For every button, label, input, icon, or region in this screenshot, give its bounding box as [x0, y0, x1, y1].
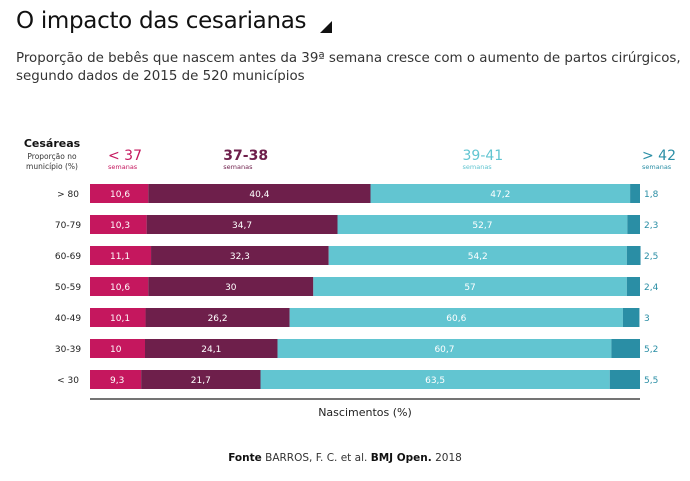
source-journal: BMJ Open. — [370, 452, 432, 464]
bar-value-label: 2,4 — [644, 283, 659, 293]
source-note: Fonte BARROS, F. C. et al. BMJ Open. 201… — [0, 452, 690, 464]
row-category-label: 70-79 — [55, 221, 81, 231]
legend-label: > 42 — [642, 148, 676, 164]
bar-value-label: 5,2 — [644, 345, 658, 355]
bar-segment — [148, 184, 371, 203]
subtitle-line: Proporção de bebês que nascem antes da 3… — [16, 51, 681, 66]
bar-segment — [141, 370, 261, 389]
row-category-label: < 30 — [57, 376, 79, 386]
bar-segment — [90, 277, 149, 296]
bar-segment — [611, 339, 640, 358]
bar-value-label: 57 — [464, 283, 475, 293]
bar-segment — [146, 215, 338, 234]
bar-segment — [277, 339, 612, 358]
row-header-sub: Proporção no — [27, 152, 77, 161]
bar-value-label: 30 — [225, 283, 237, 293]
bar-segment — [90, 308, 146, 327]
legend-unit: semanas — [463, 163, 493, 171]
bar-value-label: 10,3 — [110, 221, 130, 231]
row-category-label: 40-49 — [55, 314, 81, 324]
bar-value-label: 2,3 — [644, 221, 658, 231]
bar-segment — [90, 370, 142, 389]
legend-unit: semanas — [223, 163, 253, 171]
bar-segment — [630, 184, 640, 203]
bar-segment — [622, 308, 640, 327]
bar-value-label: 52,7 — [472, 221, 492, 231]
legend-label: 37-38 — [223, 148, 268, 164]
bar-value-label: 10,6 — [110, 283, 130, 293]
bar-value-label: 10 — [110, 345, 122, 355]
legend-unit: semanas — [642, 163, 672, 171]
subtitle-line: segundo dados de 2015 de 520 municípios — [16, 69, 305, 84]
bar-value-label: 9,3 — [110, 376, 124, 386]
source-authors: BARROS, F. C. et al. — [265, 452, 368, 464]
bar-value-label: 10,1 — [110, 314, 130, 324]
x-axis-label: Nascimentos (%) — [318, 406, 412, 419]
bar-segment — [609, 370, 640, 389]
bar-segment — [148, 277, 314, 296]
bar-segment — [626, 246, 641, 265]
bar-value-label: 60,7 — [434, 345, 454, 355]
bar-segment — [260, 370, 610, 389]
bar-segment — [370, 184, 631, 203]
bar-segment — [145, 308, 290, 327]
legend-label: 39-41 — [463, 148, 504, 164]
bar-value-label: 63,5 — [425, 376, 445, 386]
bar-value-label: 47,2 — [490, 190, 510, 200]
row-category-label: 30-39 — [55, 345, 81, 355]
row-header-sub: município (%) — [26, 162, 78, 171]
bar-value-label: 32,3 — [230, 252, 250, 262]
bar-value-label: 5,5 — [644, 376, 658, 386]
row-category-label: 50-59 — [55, 283, 81, 293]
bar-segment — [313, 277, 627, 296]
bar-value-label: 21,7 — [191, 376, 211, 386]
bar-value-label: 24,1 — [201, 345, 221, 355]
chart-subtitle: Proporção de bebês que nascem antes da 3… — [16, 50, 681, 86]
bar-segment — [289, 308, 623, 327]
bar-segment — [90, 215, 147, 234]
bar-segment — [627, 215, 640, 234]
source-year: 2018 — [435, 452, 462, 464]
row-header-title: Cesáreas — [24, 137, 81, 150]
bar-value-label: 2,5 — [644, 252, 658, 262]
row-category-label: > 80 — [57, 190, 79, 200]
chart-title: O impacto das cesarianas — [16, 8, 307, 34]
bar-segment — [90, 339, 145, 358]
bar-segment — [90, 246, 152, 265]
bar-segment — [90, 184, 149, 203]
bar-value-label: 26,2 — [208, 314, 228, 324]
bar-value-label: 1,8 — [644, 190, 659, 200]
bar-value-label: 60,6 — [446, 314, 466, 324]
bar-segment — [328, 246, 627, 265]
bar-value-label: 54,2 — [468, 252, 488, 262]
legend-unit: semanas — [108, 163, 138, 171]
bar-value-label: 3 — [644, 314, 650, 324]
bar-segment — [145, 339, 278, 358]
row-category-label: 60-69 — [55, 252, 81, 262]
legend-label: < 37 — [108, 148, 142, 164]
bar-value-label: 40,4 — [249, 190, 269, 200]
bar-value-label: 34,7 — [232, 221, 252, 231]
bar-segment — [626, 277, 640, 296]
bar-value-label: 10,6 — [110, 190, 130, 200]
bar-value-label: 11,1 — [110, 252, 130, 262]
title-corner-arrow-icon — [320, 21, 332, 33]
bar-segment — [337, 215, 628, 234]
bar-segment — [151, 246, 329, 265]
source-label: Fonte — [228, 452, 262, 464]
